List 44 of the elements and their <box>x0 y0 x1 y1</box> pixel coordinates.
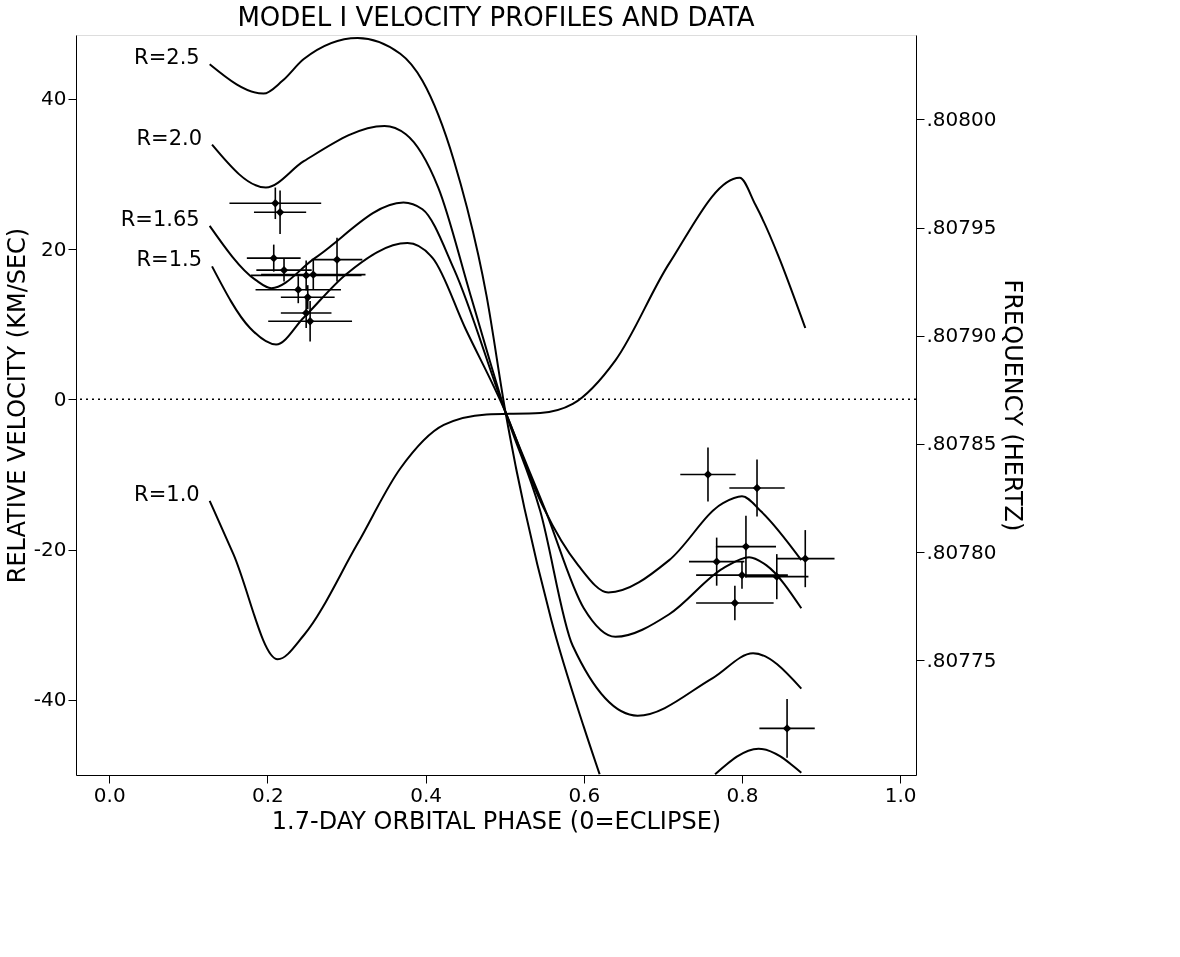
x-tick-label: 0.8 <box>726 782 759 807</box>
x-tick-label: 0.6 <box>568 782 601 807</box>
y-tick-label: 40 <box>41 86 67 111</box>
y2-tick-label: .80785 <box>926 431 997 456</box>
point <box>279 265 289 275</box>
point <box>712 557 721 566</box>
series-label: R=1.5 <box>136 247 203 272</box>
point <box>301 308 311 318</box>
y2-tick-label: .80795 <box>926 215 997 240</box>
point <box>332 255 342 264</box>
point <box>730 598 740 608</box>
y2-tick-label: .80790 <box>926 323 997 348</box>
x-tick-label: 0.2 <box>252 782 284 807</box>
x-tick-label: 1.0 <box>884 782 917 807</box>
point <box>269 253 278 263</box>
series-label: R=1.65 <box>120 206 200 231</box>
point <box>703 470 713 479</box>
x-tick-label: 0.0 <box>93 782 126 807</box>
series-label: R=2.0 <box>136 125 203 150</box>
point <box>741 542 751 551</box>
y-axis-title: RELATIVE VELOCITY (KM/SEC) <box>2 227 31 584</box>
y-tick-label: 0 <box>53 386 67 411</box>
y-tick-label: -40 <box>33 687 67 712</box>
point <box>782 724 792 733</box>
x-tick-label: 0.4 <box>410 782 443 807</box>
point <box>271 199 280 208</box>
series-label: R=1.0 <box>134 481 200 506</box>
y2-tick-label: .80800 <box>926 106 997 131</box>
point <box>294 285 303 294</box>
point <box>275 208 285 217</box>
point <box>752 483 762 493</box>
point <box>303 293 312 302</box>
y2-axis-title: FREQUENCY (HERTZ) <box>999 279 1028 532</box>
y-tick-label: -20 <box>33 537 67 562</box>
point <box>301 271 311 280</box>
y2-tick-label: .80775 <box>926 647 997 672</box>
series-label: R=2.5 <box>134 45 200 70</box>
point <box>309 270 318 279</box>
y2-tick-label: .80780 <box>926 539 997 564</box>
chart-title: MODEL I VELOCITY PROFILES AND DATA <box>237 2 755 32</box>
point <box>801 554 810 563</box>
point <box>772 572 781 581</box>
y-tick-label: 20 <box>41 236 67 261</box>
x-axis-title: 1.7-DAY ORBITAL PHASE (0=ECLIPSE) <box>271 806 722 835</box>
